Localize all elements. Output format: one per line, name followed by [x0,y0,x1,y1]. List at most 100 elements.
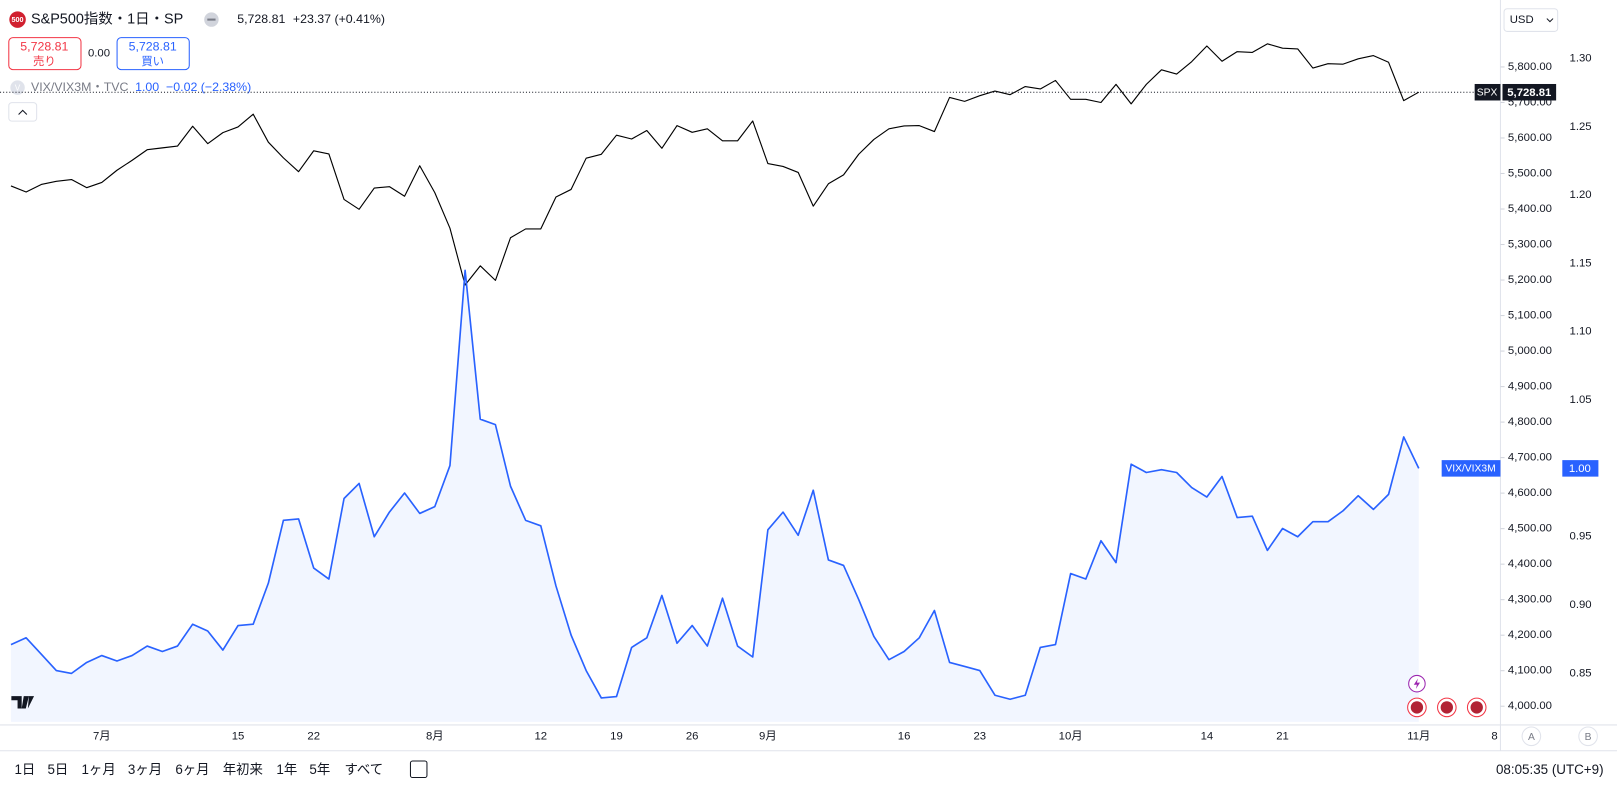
y-tick-label: 4,800.00 [1508,416,1552,428]
last-value-label: 5,728.81 [1507,87,1551,99]
y2-tick-label: 0.95 [1570,531,1592,543]
y2-tick-label: 1.15 [1570,257,1592,269]
flag-fill [1470,701,1483,714]
indicator-change: −0.02 (−2.38%) [166,80,251,94]
series-line [10,43,1420,286]
y-tick-label: 4,300.00 [1508,594,1552,606]
x-tick-label: 9月 [759,730,777,742]
symbol-icon-text: 500 [12,15,24,24]
x-tick-label: 12 [534,730,547,742]
currency-dropdown[interactable] [1503,8,1559,32]
event-bolt [1413,678,1421,689]
y2-tick-label: 1.30 [1570,52,1592,64]
spread: 0.00 [88,48,110,60]
scale-button-label: A [1528,732,1535,743]
x-tick-label: 26 [686,730,699,742]
range-button[interactable]: 1日 [14,762,35,777]
y2-tick-label: 0.90 [1570,599,1592,611]
dropdown-arrow [1546,18,1554,23]
x-tick-label: 16 [898,730,911,742]
indicator-name[interactable]: VIX/VIX3M・TVC [31,80,129,94]
y-tick-label: 4,000.00 [1508,700,1552,712]
x-tick-label: 7月 [93,730,111,742]
last-value-label: 1.00 [1569,463,1591,475]
y-tick-label: 4,200.00 [1508,629,1552,641]
x-tick-label: 15 [232,730,245,742]
collapse-arrow [18,109,28,115]
y-tick-label: 4,600.00 [1508,487,1552,499]
range-button[interactable]: 5日 [47,762,68,777]
sell-label: 売り [33,55,56,68]
last-value-tag [1502,83,1557,101]
y-tick-label: 5,200.00 [1508,274,1552,286]
range-toolbar: 1日 5日 1ヶ月 3ヶ月 6ヶ月 年初来 1年 5年 すべて [14,762,383,777]
x-tick-label: 8月 [426,730,444,742]
range-button[interactable]: 6ヶ月 [175,762,209,777]
series-name: SPX [1477,87,1498,98]
indicator-icon-text: V [15,83,21,92]
currency-label: USD [1510,14,1534,26]
buy-price: 5,728.81 [129,40,177,54]
y2-tick-label: 1.10 [1570,326,1592,338]
x-tick-label: 19 [610,730,623,742]
clock: 08:05:35 (UTC+9) [1496,762,1604,777]
legend-change: +23.37 (+0.41%) [293,12,385,26]
flag-fill [1410,701,1424,714]
series-name: VIX/VIX3M [1445,464,1495,475]
sell-price: 5,728.81 [20,40,68,54]
y-tick-label: 5,600.00 [1508,132,1552,144]
y-tick-label: 4,900.00 [1508,381,1552,393]
x-tick-label: 8 [1491,730,1497,742]
series-name-tag [1474,83,1501,101]
y-tick-label: 4,700.00 [1508,452,1552,464]
y2-tick-label: 1.20 [1570,189,1592,201]
x-tick-label: 23 [973,730,986,742]
y-tick-label: 5,000.00 [1508,345,1552,357]
legend-price: 5,728.81 [237,12,285,26]
y-tick-label: 4,500.00 [1508,523,1552,535]
buy-label: 買い [141,55,164,68]
range-button[interactable]: 5年 [309,762,330,777]
y-tick-label: 5,100.00 [1508,310,1552,322]
y-tick-label: 5,800.00 [1508,61,1552,73]
series-area [10,270,1419,722]
status-icon-bar [207,18,216,21]
buy-button[interactable] [116,37,190,71]
series-line [10,269,1420,701]
x-tick-label: 11月 [1407,730,1430,742]
flag-fill [1440,701,1454,714]
range-button[interactable]: 3ヶ月 [128,762,162,777]
x-tick-label: 22 [307,730,320,742]
y-tick-label: 4,400.00 [1508,558,1552,570]
x-tick-label: 21 [1276,730,1289,742]
y-tick-label: 5,500.00 [1508,167,1552,179]
x-tick-label: 14 [1201,730,1214,742]
symbol-title[interactable]: S&P500指数・1日・SP [31,10,183,27]
y2-tick-label: 1.05 [1570,394,1592,406]
plot [10,43,1420,722]
x-tick-label: 10月 [1059,730,1083,742]
symbol-icon [9,11,26,28]
sell-button[interactable] [8,37,82,71]
range-button[interactable]: 1年 [276,762,297,777]
last-value-tag [1562,460,1599,477]
b-scale-button[interactable] [1578,726,1598,747]
collapse-button[interactable] [8,102,38,122]
y-tick-label: 5,400.00 [1508,203,1552,215]
y2-tick-label: 0.85 [1570,667,1592,679]
economic-events [1407,697,1487,718]
date-range-icon[interactable] [409,760,428,779]
y2-tick-label: 1.25 [1570,121,1592,133]
range-button[interactable]: すべて [344,762,383,777]
range-button[interactable]: 1ヶ月 [81,762,115,777]
scale-button-label: B [1585,732,1592,743]
y-tick-label: 5,300.00 [1508,239,1552,251]
indicator-icon [10,80,25,95]
series-name-tag [1441,460,1501,477]
range-button[interactable]: 年初来 [223,762,263,777]
y-tick-label: 4,100.00 [1508,665,1552,677]
indicator-value: 1.00 [135,80,159,94]
auto-scale-button[interactable] [1521,726,1542,747]
